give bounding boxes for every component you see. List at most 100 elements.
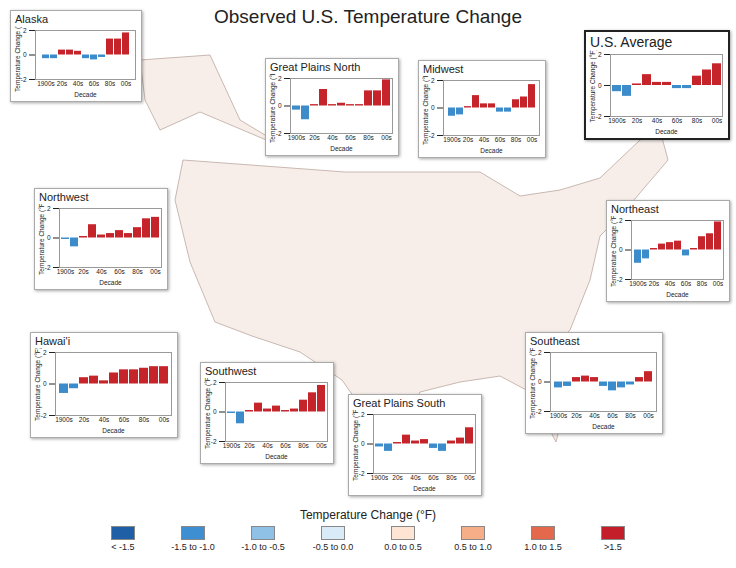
svg-text:20s: 20s: [57, 80, 68, 87]
svg-text:2: 2: [431, 77, 435, 84]
svg-text:80s: 80s: [298, 442, 309, 449]
svg-text:00s: 00s: [712, 117, 723, 124]
svg-text:-2: -2: [536, 408, 542, 415]
svg-text:2: 2: [278, 75, 282, 82]
svg-text:20s: 20s: [392, 474, 403, 481]
svg-text:1900s: 1900s: [371, 474, 389, 481]
svg-text:00s: 00s: [316, 442, 327, 449]
svg-text:80s: 80s: [446, 474, 457, 481]
svg-text:0: 0: [213, 408, 217, 415]
svg-text:40s: 40s: [262, 442, 273, 449]
svg-text:Decade: Decade: [655, 128, 678, 135]
svg-text:0: 0: [23, 51, 27, 58]
svg-text:40s: 40s: [99, 416, 110, 423]
svg-text:60s: 60s: [345, 134, 356, 141]
svg-text:1900s: 1900s: [288, 134, 306, 141]
svg-text:00s: 00s: [464, 474, 475, 481]
svg-text:0: 0: [278, 102, 282, 109]
svg-text:Decade: Decade: [592, 423, 615, 430]
svg-text:20s: 20s: [463, 136, 474, 143]
svg-text:0: 0: [47, 234, 51, 241]
svg-text:-2: -2: [596, 113, 602, 120]
svg-text:-2: -2: [276, 130, 282, 137]
svg-text:2: 2: [213, 379, 217, 386]
svg-text:2: 2: [43, 349, 47, 356]
svg-text:80s: 80s: [625, 412, 636, 419]
svg-text:80s: 80s: [692, 117, 703, 124]
svg-text:60s: 60s: [119, 416, 130, 423]
svg-text:2: 2: [23, 27, 27, 34]
svg-text:60s: 60s: [495, 136, 506, 143]
svg-text:Temperature Change (°F): Temperature Change (°F): [529, 348, 537, 419]
svg-text:-2: -2: [41, 412, 47, 419]
svg-text:2: 2: [47, 205, 51, 212]
svg-text:Decade: Decade: [330, 145, 353, 152]
svg-text:Decade: Decade: [666, 291, 689, 298]
svg-text:20s: 20s: [571, 412, 582, 419]
svg-text:40s: 40s: [589, 412, 600, 419]
svg-text:20s: 20s: [649, 280, 660, 287]
svg-text:1900s: 1900s: [57, 268, 75, 275]
svg-text:1900s: 1900s: [608, 117, 626, 124]
svg-text:00s: 00s: [381, 134, 392, 141]
svg-text:60s: 60s: [672, 117, 683, 124]
svg-text:00s: 00s: [527, 136, 538, 143]
svg-text:Temperature Change (°F): Temperature Change (°F): [589, 50, 597, 122]
svg-text:20s: 20s: [79, 416, 90, 423]
svg-text:00s: 00s: [159, 416, 170, 423]
svg-text:20s: 20s: [244, 442, 255, 449]
svg-text:Temperature Change (°F): Temperature Change (°F): [352, 410, 360, 481]
svg-text:Temperature Change (°F): Temperature Change (°F): [610, 216, 618, 287]
svg-text:1900s: 1900s: [629, 280, 647, 287]
svg-text:0: 0: [431, 104, 435, 111]
svg-text:2: 2: [598, 51, 602, 58]
svg-text:40s: 40s: [410, 474, 421, 481]
svg-text:-2: -2: [429, 132, 435, 139]
svg-text:Decade: Decade: [413, 485, 436, 492]
svg-text:Decade: Decade: [99, 279, 122, 286]
svg-text:Temperature Change (°F): Temperature Change (°F): [34, 348, 42, 421]
svg-text:00s: 00s: [121, 80, 132, 87]
svg-text:Temperature Change (°F): Temperature Change (°F): [14, 26, 22, 92]
svg-text:40s: 40s: [652, 117, 663, 124]
svg-text:-2: -2: [359, 470, 365, 477]
svg-text:80s: 80s: [105, 80, 116, 87]
svg-text:-2: -2: [617, 276, 623, 283]
svg-text:0: 0: [598, 82, 602, 89]
svg-text:80s: 80s: [132, 268, 143, 275]
svg-text:Temperature Change (°F): Temperature Change (°F): [422, 76, 430, 145]
svg-text:20s: 20s: [632, 117, 643, 124]
svg-text:0: 0: [361, 440, 365, 447]
svg-text:0: 0: [619, 246, 623, 253]
svg-text:20s: 20s: [78, 268, 89, 275]
svg-text:40s: 40s: [665, 280, 676, 287]
svg-text:1900s: 1900s: [443, 136, 461, 143]
svg-text:80s: 80s: [511, 136, 522, 143]
svg-text:60s: 60s: [428, 474, 439, 481]
svg-text:Decade: Decade: [265, 453, 288, 460]
svg-text:2: 2: [619, 217, 623, 224]
svg-text:80s: 80s: [139, 416, 150, 423]
svg-text:2: 2: [538, 349, 542, 356]
svg-text:20s: 20s: [309, 134, 320, 141]
svg-text:0: 0: [538, 378, 542, 385]
svg-text:40s: 40s: [96, 268, 107, 275]
svg-text:0: 0: [43, 380, 47, 387]
svg-text:40s: 40s: [479, 136, 490, 143]
svg-text:40s: 40s: [73, 80, 84, 87]
svg-text:Decade: Decade: [102, 427, 125, 434]
svg-text:60s: 60s: [280, 442, 291, 449]
svg-text:60s: 60s: [89, 80, 100, 87]
svg-text:40s: 40s: [327, 134, 338, 141]
svg-text:-2: -2: [21, 76, 27, 83]
svg-text:Decade: Decade: [480, 147, 503, 154]
svg-text:60s: 60s: [114, 268, 125, 275]
svg-text:80s: 80s: [363, 134, 374, 141]
svg-text:Temperature Change (°F): Temperature Change (°F): [204, 378, 212, 449]
svg-text:-2: -2: [45, 264, 51, 271]
svg-text:00s: 00s: [643, 412, 654, 419]
svg-text:80s: 80s: [697, 280, 708, 287]
svg-text:1900s: 1900s: [223, 442, 241, 449]
svg-text:Decade: Decade: [74, 91, 97, 98]
svg-text:1900s: 1900s: [37, 80, 55, 87]
